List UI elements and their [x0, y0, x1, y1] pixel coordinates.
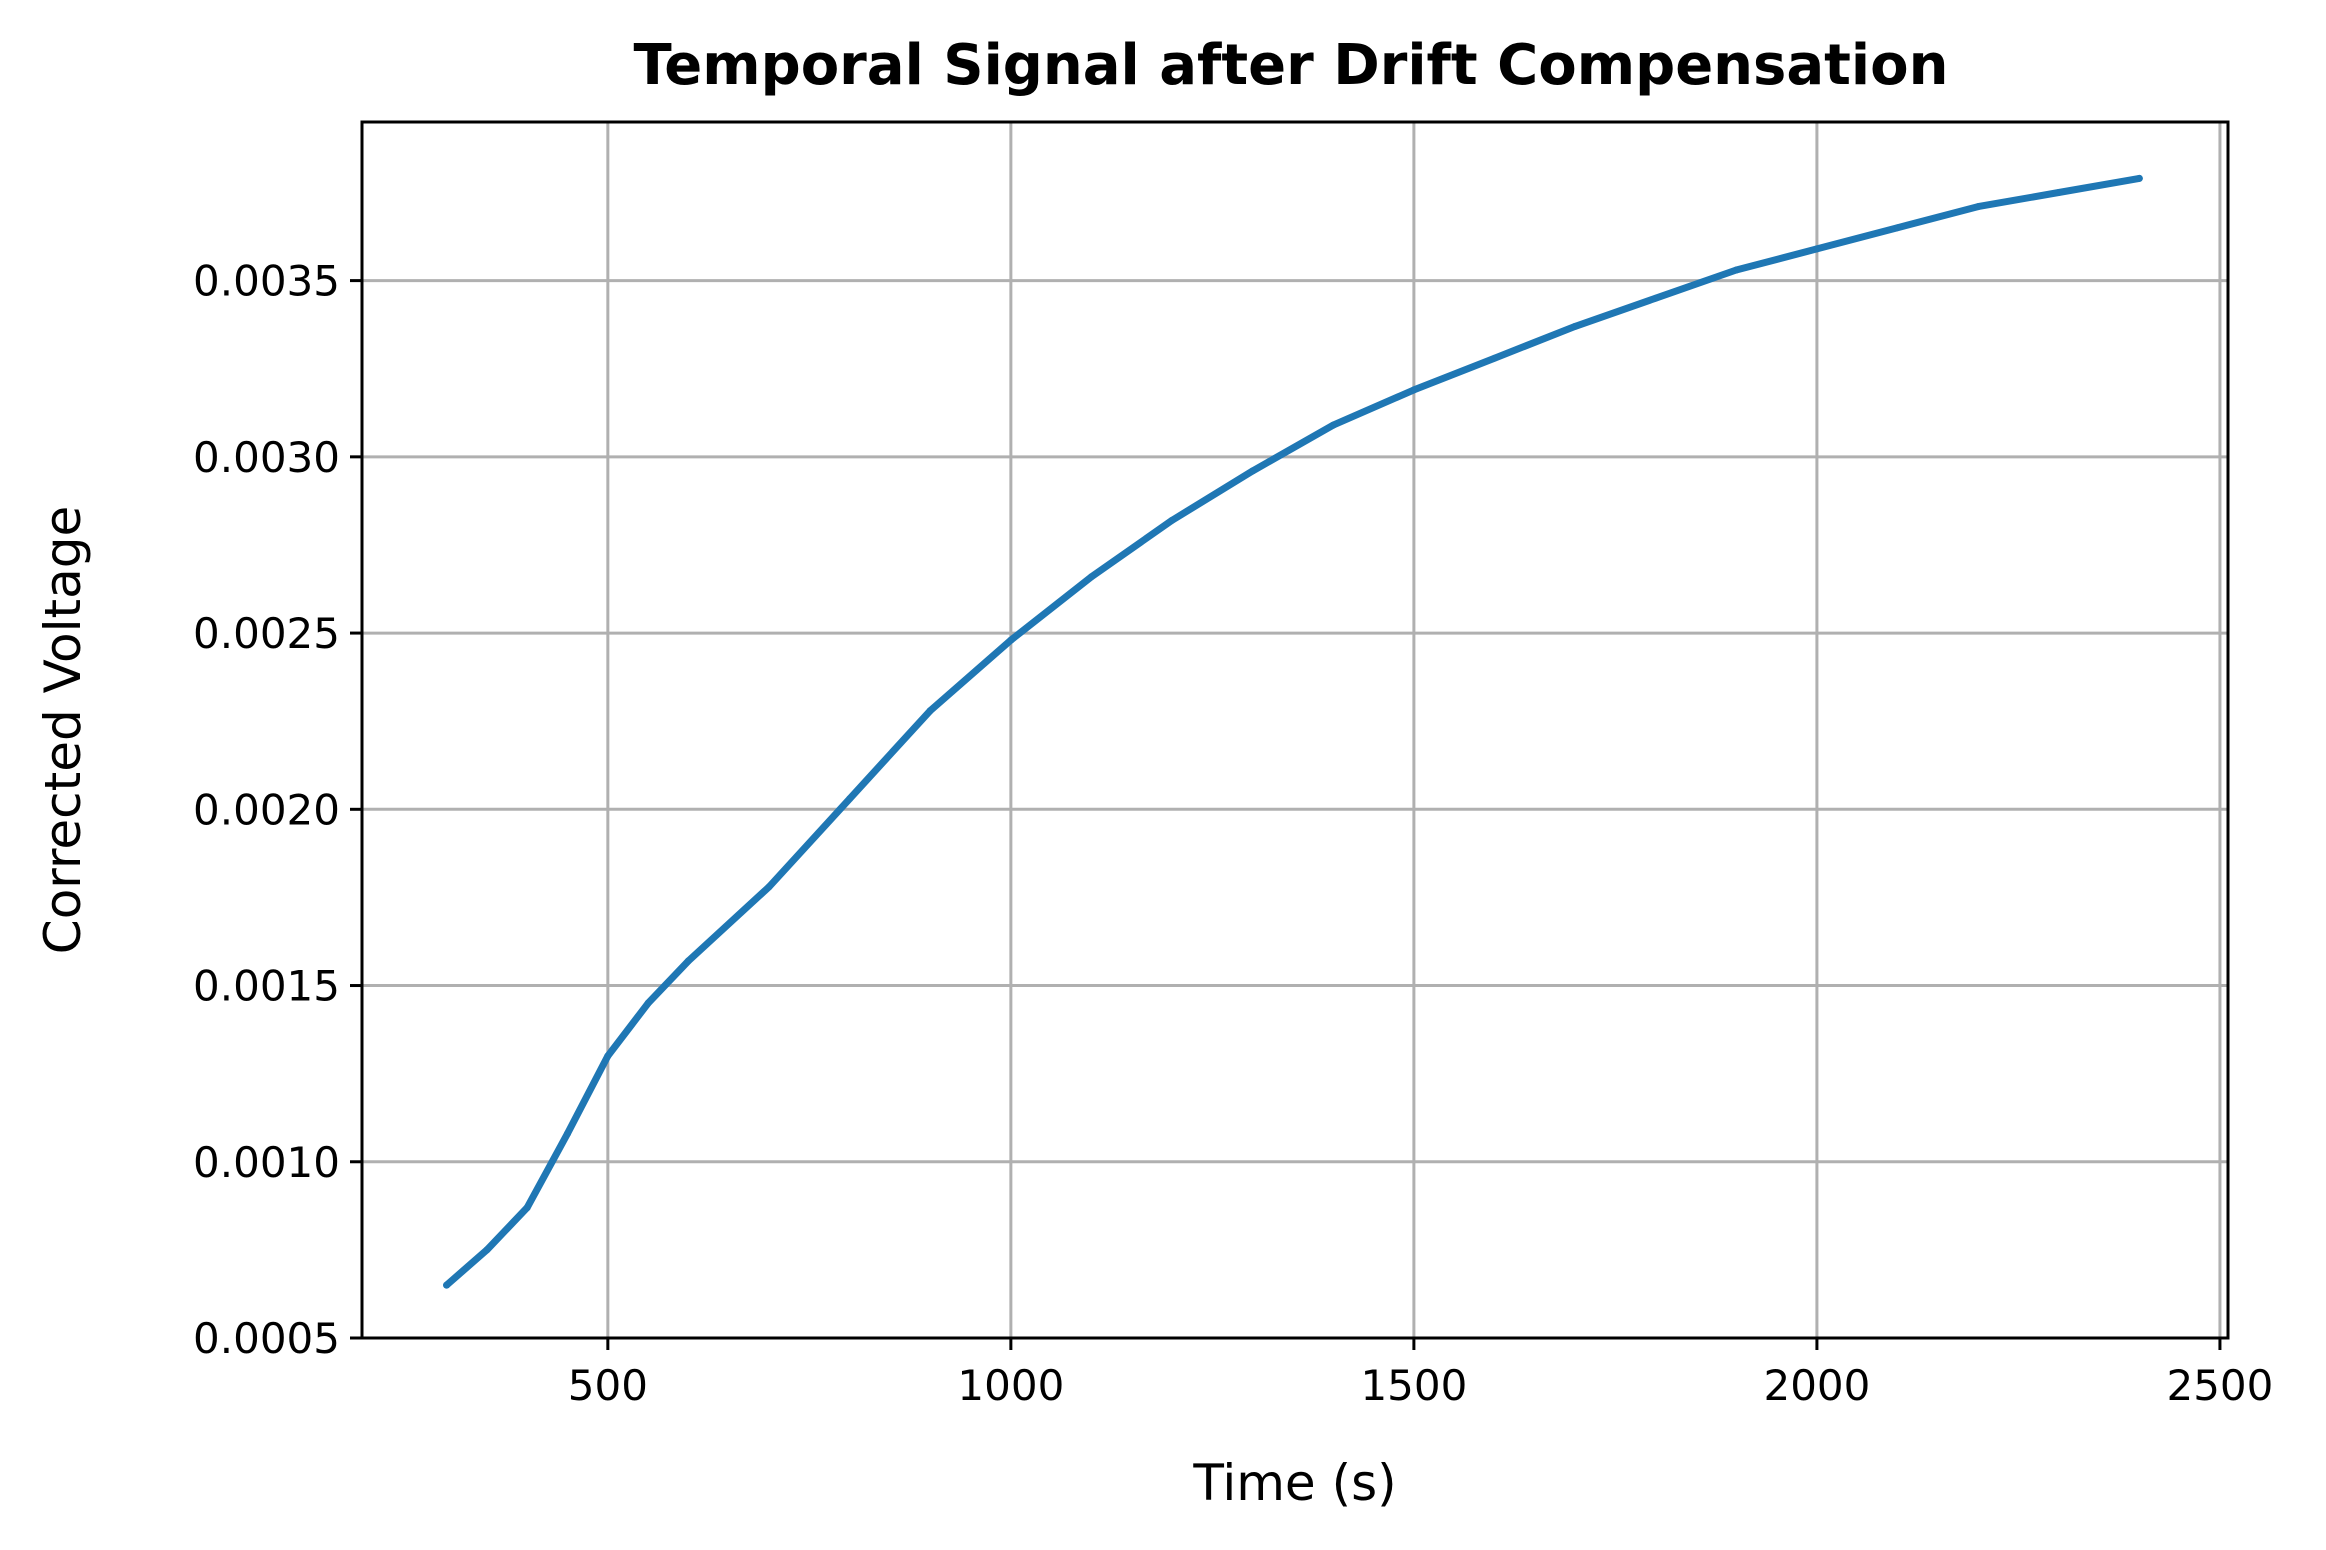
- x-axis-ticks: 500 1000 1500 2000 2500: [568, 1338, 2273, 1410]
- data-point: [564, 1130, 571, 1138]
- data-point: [1410, 386, 1418, 394]
- data-point: [2055, 189, 2063, 196]
- data-point: [1813, 245, 1821, 253]
- data-point: [1007, 636, 1015, 644]
- data-point: [1491, 354, 1498, 362]
- y-tick-label: 0.0010: [193, 1138, 340, 1187]
- data-point: [846, 795, 854, 803]
- x-tick-label: 1000: [957, 1361, 1064, 1410]
- x-tick-label: 2000: [1763, 1361, 1870, 1410]
- x-tick-label: 500: [568, 1361, 648, 1410]
- data-point: [1329, 421, 1337, 429]
- data-point: [443, 1281, 451, 1289]
- data-point: [1088, 573, 1095, 581]
- data-point: [523, 1204, 531, 1212]
- data-point: [1249, 467, 1257, 475]
- data-point: [1974, 203, 1982, 211]
- plot-frame: [360, 120, 2230, 1340]
- data-point: [926, 707, 934, 715]
- data-point: [483, 1246, 491, 1254]
- y-tick-label: 0.0025: [193, 609, 340, 658]
- y-axis-label: Corrected Voltage: [34, 506, 92, 954]
- y-tick-label: 0.0005: [193, 1314, 340, 1363]
- data-point: [604, 1052, 612, 1060]
- chart-title: Temporal Signal after Drift Compensation: [634, 33, 1949, 98]
- y-tick-label: 0.0035: [193, 257, 340, 306]
- data-point: [1732, 266, 1740, 274]
- data-point: [765, 883, 773, 891]
- series-group: [443, 174, 2143, 1289]
- y-tick-label: 0.0020: [193, 785, 340, 834]
- x-tick-label: 2500: [2166, 1361, 2273, 1410]
- data-point: [644, 999, 652, 1007]
- data-point: [2135, 174, 2143, 182]
- data-point: [1168, 516, 1176, 524]
- data-point: [1652, 294, 1660, 302]
- y-tick-label: 0.0030: [193, 433, 340, 482]
- grid: [362, 122, 2228, 1338]
- data-point: [1571, 322, 1579, 330]
- data-point: [1894, 224, 1901, 232]
- y-axis-ticks: 0.0005 0.0010 0.0015 0.0020 0.0025 0.0030 0.00…: [193, 257, 362, 1363]
- x-axis-label: Time (s): [1192, 1454, 1396, 1512]
- data-point: [684, 957, 692, 965]
- x-tick-label: 1500: [1360, 1361, 1467, 1410]
- y-tick-label: 0.0015: [193, 962, 340, 1011]
